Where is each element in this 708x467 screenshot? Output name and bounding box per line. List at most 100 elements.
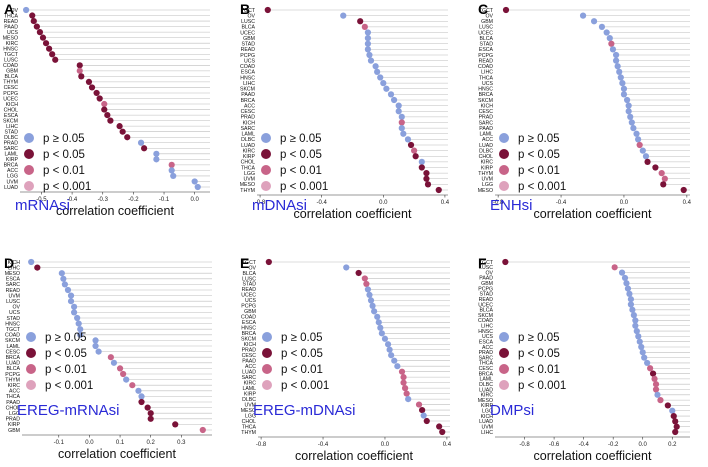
- data-point: [141, 145, 148, 152]
- data-point: [107, 117, 114, 124]
- row-label: LGG: [9, 411, 20, 417]
- x-tick-label: 0.0: [379, 200, 388, 206]
- data-point: [611, 264, 618, 271]
- panel-title: mRNAsi: [15, 197, 70, 214]
- row-label: SKCM: [5, 338, 20, 344]
- data-point: [374, 68, 381, 75]
- row-label: CHOL: [241, 160, 256, 166]
- data-point: [93, 89, 100, 97]
- row-label: THCA: [242, 424, 257, 430]
- row-label: LUSC: [242, 276, 256, 282]
- row-label: TGCT: [479, 260, 494, 266]
- row-label: COAD: [241, 315, 256, 321]
- row-label: LUAD: [241, 143, 255, 149]
- data-point: [633, 130, 640, 137]
- data-point: [120, 370, 127, 378]
- panel-title: ENHsi: [490, 197, 533, 214]
- row-label: SARC: [6, 282, 21, 288]
- row-label: MESO: [478, 398, 493, 404]
- row-label: THCA: [241, 165, 256, 171]
- legend-marker-ns: [26, 332, 36, 342]
- data-point: [419, 406, 426, 414]
- row-label: DLBC: [242, 397, 256, 403]
- row-label: UVM: [481, 177, 493, 183]
- data-point: [28, 258, 35, 266]
- data-point: [651, 375, 658, 382]
- row-label: MESO: [3, 35, 18, 41]
- panel-title: EREG-mRNAsi: [17, 402, 120, 419]
- data-point: [608, 40, 615, 47]
- data-point: [632, 317, 639, 324]
- data-point: [672, 428, 679, 436]
- row-label: SKCM: [240, 87, 255, 93]
- row-label: COAD: [240, 64, 255, 70]
- legend-label-ns: p ≥ 0.05: [280, 133, 321, 145]
- data-point: [92, 337, 99, 344]
- data-point: [107, 354, 114, 361]
- data-point: [101, 106, 108, 113]
- row-label: PAAD: [479, 276, 493, 282]
- x-tick-label: -0.4: [556, 200, 567, 206]
- data-point: [411, 147, 418, 154]
- panel-D: DKICHLIHCMESOESCASARCREADUVMLUSCOVUCSSTA…: [4, 255, 212, 461]
- data-point: [617, 74, 624, 81]
- row-label: GBM: [243, 36, 255, 42]
- data-point: [612, 57, 620, 64]
- panel-letter-F: F: [478, 255, 487, 271]
- row-label: KICH: [481, 103, 494, 109]
- row-label: GBM: [481, 19, 493, 25]
- data-point: [633, 327, 640, 335]
- legend-marker-p0001: [26, 380, 36, 390]
- x-axis-title: correlation coefficient: [58, 447, 176, 461]
- x-axis-title: correlation coefficient: [534, 207, 652, 221]
- row-label: LAML: [479, 377, 493, 383]
- data-point: [46, 45, 53, 52]
- data-point: [661, 175, 668, 182]
- data-point: [386, 346, 393, 353]
- legend-label-p005: p < 0.05: [518, 348, 560, 360]
- data-point: [398, 113, 405, 120]
- data-point: [403, 390, 410, 397]
- legend-marker-ns: [261, 133, 271, 143]
- x-tick-label: 0.4: [683, 200, 692, 206]
- data-point: [435, 186, 442, 194]
- row-label: PRAD: [241, 115, 256, 121]
- data-point: [395, 108, 402, 115]
- legend-label-ns: p ≥ 0.05: [281, 332, 322, 344]
- data-point: [616, 68, 623, 75]
- panel-title: EREG-mDNAsi: [253, 402, 356, 419]
- legend-label-p005: p < 0.05: [281, 348, 323, 360]
- row-label: UCS: [482, 334, 493, 340]
- data-point: [400, 379, 407, 386]
- row-label: CHOL: [4, 107, 19, 113]
- data-point: [627, 301, 635, 308]
- x-tick-label: -0.3: [98, 197, 109, 203]
- data-point: [424, 181, 432, 188]
- data-point: [357, 18, 364, 25]
- data-point: [119, 128, 126, 135]
- row-label: UVM: [8, 293, 20, 299]
- data-point: [116, 123, 123, 130]
- data-point: [620, 91, 628, 98]
- panel-title: DMPsi: [490, 402, 534, 419]
- row-label: SARC: [4, 146, 19, 152]
- row-label: KIRC: [481, 160, 494, 166]
- x-tick-label: 0.0: [85, 440, 94, 446]
- data-point: [439, 428, 446, 436]
- data-point: [364, 40, 372, 47]
- row-label: READ: [4, 19, 19, 25]
- data-point: [372, 63, 379, 70]
- data-point: [626, 290, 633, 297]
- row-label: MESO: [478, 188, 493, 194]
- panel-letter-B: B: [240, 1, 250, 17]
- data-point: [405, 395, 412, 403]
- data-point: [670, 412, 677, 420]
- data-point: [52, 56, 59, 63]
- data-point: [635, 333, 642, 340]
- row-label: PAAD: [241, 92, 255, 98]
- x-tick-label: 0.4: [443, 442, 452, 448]
- row-label: STAD: [243, 282, 257, 288]
- row-label: KIRP: [481, 403, 494, 409]
- data-point: [636, 338, 643, 345]
